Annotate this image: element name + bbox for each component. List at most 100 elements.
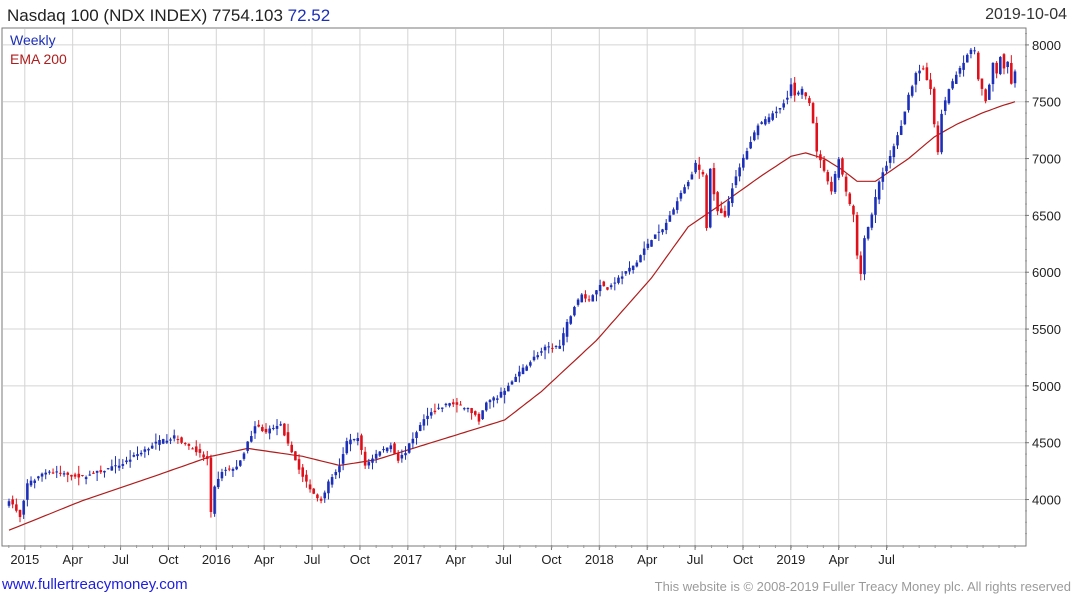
candle-down bbox=[308, 484, 312, 490]
candle-up bbox=[514, 376, 517, 382]
candle-up bbox=[914, 73, 918, 85]
candle-down bbox=[66, 472, 70, 475]
candle-up bbox=[55, 471, 59, 473]
candle-down bbox=[932, 88, 936, 125]
candle-up bbox=[330, 477, 334, 485]
candle-down bbox=[198, 449, 202, 453]
candle-up bbox=[657, 231, 661, 233]
candle-up bbox=[128, 459, 132, 462]
candle-down bbox=[316, 494, 319, 499]
candle-up bbox=[907, 94, 910, 111]
candle-up bbox=[440, 407, 444, 409]
x-tick-label: 2018 bbox=[585, 552, 614, 567]
candle-up bbox=[833, 173, 837, 192]
legend-entry: EMA 200 bbox=[10, 51, 67, 67]
candle-up bbox=[969, 49, 973, 55]
candle-up bbox=[121, 464, 125, 466]
candle-down bbox=[712, 168, 716, 195]
candle-up bbox=[639, 255, 642, 263]
candle-up bbox=[33, 480, 36, 483]
candle-down bbox=[459, 404, 462, 406]
candle-down bbox=[228, 468, 231, 470]
candle-down bbox=[697, 164, 701, 170]
plot-border bbox=[1, 27, 1027, 547]
y-tick-label: 4000 bbox=[1032, 493, 1061, 508]
candle-down bbox=[804, 92, 808, 97]
candle-up bbox=[213, 486, 216, 514]
x-tick-label: Oct bbox=[733, 552, 754, 567]
candle-up bbox=[598, 285, 602, 292]
candle-up bbox=[147, 448, 150, 451]
y-tick-label: 7000 bbox=[1032, 152, 1061, 167]
candle-down bbox=[815, 122, 819, 152]
candle-up bbox=[462, 408, 466, 410]
candle-up bbox=[903, 111, 907, 125]
candle-down bbox=[822, 159, 826, 171]
candle-down bbox=[187, 443, 191, 446]
candle-up bbox=[877, 181, 881, 200]
candle-up bbox=[503, 390, 506, 395]
candle-up bbox=[231, 468, 235, 471]
candle-up bbox=[947, 89, 951, 104]
candle-up bbox=[668, 215, 672, 222]
candle-up bbox=[216, 478, 220, 488]
candle-up bbox=[775, 111, 778, 114]
candle-up bbox=[686, 182, 690, 187]
candle-up bbox=[400, 454, 404, 459]
candle-up bbox=[345, 441, 349, 454]
candle-up bbox=[275, 425, 279, 429]
candle-up bbox=[371, 458, 374, 463]
candle-up bbox=[88, 474, 92, 476]
candle-up bbox=[624, 271, 628, 274]
y-tick-label: 7500 bbox=[1032, 95, 1061, 110]
candle-up bbox=[117, 465, 121, 468]
candle-up bbox=[973, 50, 976, 52]
chart-title: Nasdaq 100 (NDX INDEX) 7754.103 72.52 bbox=[7, 6, 330, 26]
candle-down bbox=[286, 432, 290, 444]
candle-down bbox=[1002, 54, 1006, 69]
x-tick-label: Apr bbox=[254, 552, 275, 567]
x-tick-label: 2015 bbox=[10, 552, 39, 567]
candle-down bbox=[393, 443, 396, 454]
candle-down bbox=[859, 255, 863, 274]
candle-up bbox=[789, 84, 793, 96]
candle-up bbox=[525, 366, 528, 371]
candle-down bbox=[202, 454, 205, 458]
x-tick-label: 2019 bbox=[776, 552, 805, 567]
candle-down bbox=[290, 444, 293, 453]
candle-up bbox=[429, 412, 433, 416]
candle-up bbox=[999, 57, 1002, 75]
candle-up bbox=[745, 151, 749, 160]
candle-up bbox=[22, 500, 25, 515]
candle-up bbox=[40, 473, 44, 477]
candle-up bbox=[334, 471, 338, 476]
candle-up bbox=[642, 248, 646, 255]
candle-up bbox=[378, 451, 382, 456]
candle-up bbox=[356, 438, 360, 442]
candle-up bbox=[488, 400, 492, 403]
candle-up bbox=[338, 466, 341, 473]
site-link[interactable]: www.fullertreacymoney.com bbox=[2, 576, 188, 593]
candle-down bbox=[176, 439, 180, 441]
candle-up bbox=[136, 454, 139, 457]
y-tick-label: 5000 bbox=[1032, 379, 1061, 394]
candle-down bbox=[191, 448, 194, 450]
candle-up bbox=[543, 346, 547, 351]
candle-up bbox=[554, 346, 558, 348]
candle-up bbox=[382, 449, 385, 451]
candle-up bbox=[165, 440, 169, 443]
candle-up bbox=[958, 68, 962, 74]
candle-up bbox=[521, 367, 525, 375]
candle-down bbox=[976, 52, 980, 80]
candle-up bbox=[731, 188, 734, 204]
candle-down bbox=[719, 208, 723, 214]
candle-up bbox=[37, 476, 40, 479]
y-tick-label: 6000 bbox=[1032, 265, 1061, 280]
x-tick-label: Jul bbox=[304, 552, 321, 567]
candle-up bbox=[562, 333, 565, 346]
candle-down bbox=[477, 413, 481, 422]
candle-up bbox=[683, 187, 686, 194]
candle-up bbox=[26, 483, 29, 500]
candle-down bbox=[261, 427, 264, 431]
y-tick-label: 6500 bbox=[1032, 208, 1061, 223]
